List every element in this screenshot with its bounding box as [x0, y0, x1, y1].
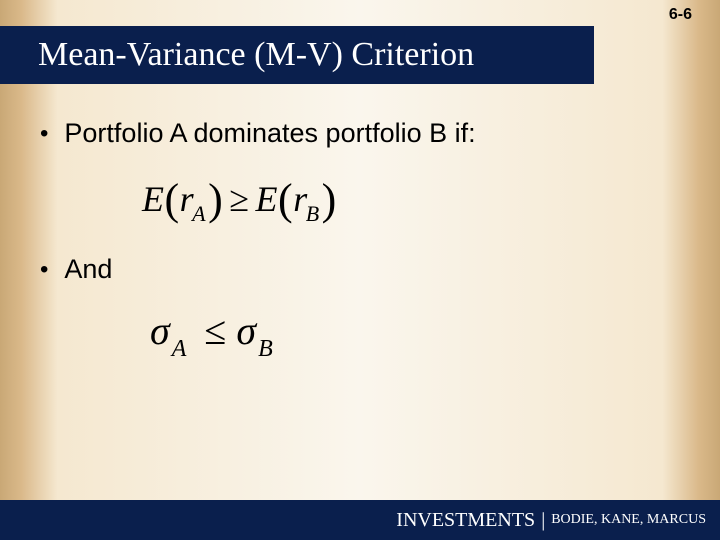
geq-icon: ≥	[229, 179, 249, 219]
formula-sub-A-2: A	[172, 336, 187, 362]
formula-expected-return: E(rA)≥E(rB)	[142, 171, 680, 222]
bullet-2-text: And	[64, 254, 112, 285]
lparen-icon: (	[278, 175, 293, 224]
content-area: • Portfolio A dominates portfolio B if: …	[40, 118, 680, 354]
bullet-dot-icon: •	[40, 254, 48, 285]
rparen-icon: )	[322, 175, 337, 224]
bullet-dot-icon: •	[40, 118, 48, 149]
formula-E-1: E	[142, 179, 165, 219]
sigma-icon: σ	[150, 308, 170, 353]
lparen-icon: (	[165, 175, 180, 224]
formula-sub-A-1: A	[192, 201, 206, 226]
title-bar: Mean-Variance (M-V) Criterion	[0, 26, 594, 84]
footer-separator: |	[541, 509, 545, 532]
slide-title: Mean-Variance (M-V) Criterion	[38, 36, 474, 74]
bullet-1-text: Portfolio A dominates portfolio B if:	[64, 118, 475, 149]
page-number: 6-6	[669, 6, 692, 24]
bullet-1: • Portfolio A dominates portfolio B if:	[40, 118, 680, 149]
footer-bar: INVESTMENTS | BODIE, KANE, MARCUS	[0, 500, 720, 540]
sigma-icon: σ	[236, 308, 256, 353]
footer-book-title: INVESTMENTS	[396, 509, 535, 532]
formula-E-2: E	[256, 179, 279, 219]
bullet-2: • And	[40, 254, 680, 285]
leq-icon: ≤	[204, 308, 226, 353]
footer-authors: BODIE, KANE, MARCUS	[551, 512, 706, 528]
formula-sigma: σA≤σB	[150, 307, 680, 354]
formula-sub-B-2: B	[258, 336, 273, 362]
formula-sub-B-1: B	[306, 201, 320, 226]
rparen-icon: )	[208, 175, 223, 224]
